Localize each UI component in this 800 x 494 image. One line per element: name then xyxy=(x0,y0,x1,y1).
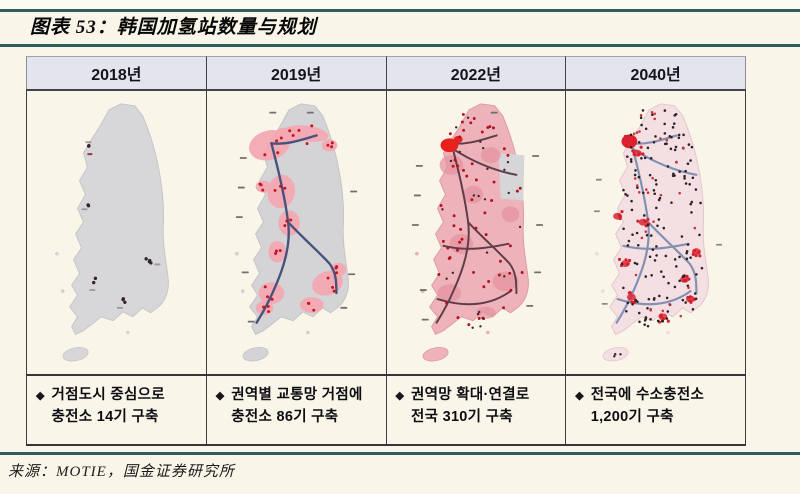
note-line-2: 1,200기 구축 xyxy=(590,408,674,425)
year-header-2019: 2019년 xyxy=(206,56,387,89)
notes-row: ◆ 거점도시 중심으로 충전소 14기 구축 ◆ 권역별 교통망 거점에 충전소… xyxy=(26,374,746,446)
note-line-1: 권역별 교통망 거점에 xyxy=(231,387,363,403)
map-cell-2018 xyxy=(27,91,207,374)
note-cell-2018: ◆ 거점도시 중심으로 충전소 14기 구축 xyxy=(27,376,207,444)
note-text: 거점도시 중심으로 충전소 14기 구축 xyxy=(51,385,164,429)
year-header-row: 2018년 2019년 2022년 2040년 xyxy=(26,56,746,91)
note-line-2: 전국 310기 구축 xyxy=(410,408,513,425)
figure-rule-bottom xyxy=(0,452,800,455)
note-line-1: 거점도시 중심으로 xyxy=(51,387,165,403)
diamond-bullet-icon: ◆ xyxy=(36,390,45,402)
year-header-2018: 2018년 xyxy=(26,56,207,89)
diamond-bullet-icon: ◆ xyxy=(575,390,584,402)
note-cell-2040: ◆ 전국에 수소충전소 1,200기 구축 xyxy=(566,376,745,444)
note-cell-2022: ◆ 권역망 확대·연결로 전국 310기 구축 xyxy=(387,376,567,444)
note-text: 권역별 교통망 거점에 충전소 86기 구축 xyxy=(231,385,362,429)
map-cell-2022 xyxy=(387,91,567,374)
year-header-2022: 2022년 xyxy=(386,56,567,89)
note-cell-2019: ◆ 권역별 교통망 거점에 충전소 86기 구축 xyxy=(207,376,387,444)
diamond-bullet-icon: ◆ xyxy=(215,390,225,402)
title-rule-top xyxy=(0,9,800,12)
korea-map-2019 xyxy=(235,102,358,361)
note-line-2: 충전소 14기 구축 xyxy=(51,408,159,425)
note-line-1: 권역망 확대·연결로 xyxy=(410,387,530,403)
korea-map-2040 xyxy=(593,102,722,361)
comparison-table: 2018년 2019년 2022년 2040년 ◆ xyxy=(26,56,746,446)
diamond-bullet-icon: ◆ xyxy=(395,390,404,402)
maps-row xyxy=(26,91,746,374)
top-margin-strip xyxy=(0,0,800,9)
korea-map-2022 xyxy=(411,102,543,361)
figure-title: 图表 53：韩国加氢站数量与规划 xyxy=(30,17,317,38)
year-header-2040: 2040년 xyxy=(566,56,746,89)
note-line-2: 충전소 86기 구축 xyxy=(231,408,339,425)
note-text: 전국에 수소충전소 1,200기 구축 xyxy=(591,385,704,429)
korea-map-2018 xyxy=(55,102,170,361)
map-cell-2040 xyxy=(566,91,745,374)
note-line-1: 전국에 수소충전소 xyxy=(590,387,705,403)
title-rule-bottom xyxy=(0,44,800,47)
map-cell-2019 xyxy=(207,91,387,374)
note-text: 권역망 확대·연결로 전국 310기 구축 xyxy=(411,385,530,429)
source-line: 来源：MOTIE，国金证券研究所 xyxy=(8,464,235,480)
